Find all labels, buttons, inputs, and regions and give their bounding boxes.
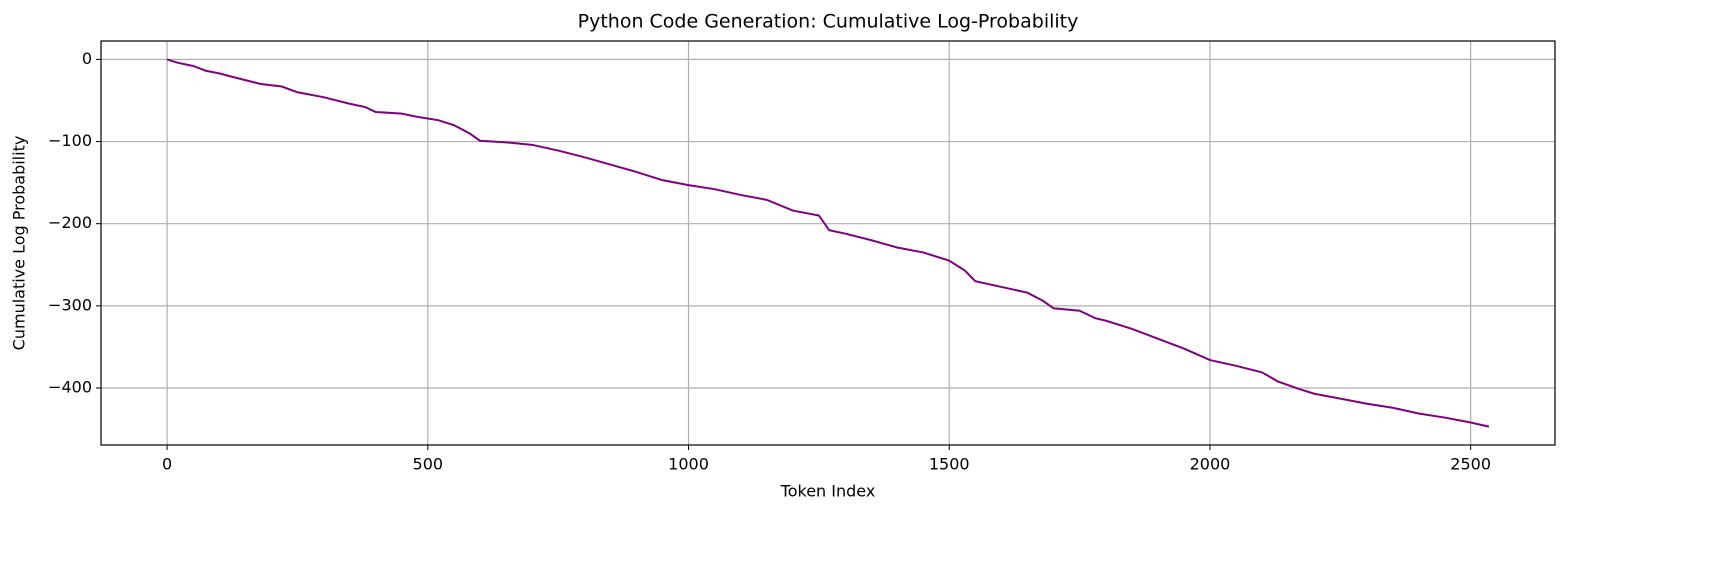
data-line <box>166 58 1490 428</box>
x-tick-label: 1500 <box>929 455 970 474</box>
x-tick-label: 2000 <box>1190 455 1231 474</box>
chart-title: Python Code Generation: Cumulative Log-P… <box>578 11 1079 33</box>
x-tick-label: 2500 <box>1450 455 1491 474</box>
x-tick-label: 0 <box>162 455 172 474</box>
plot-frame <box>100 40 1556 446</box>
y-tick-label: −400 <box>48 377 92 396</box>
x-tick-label: 500 <box>413 455 444 474</box>
y-tick-label: −200 <box>48 213 92 232</box>
y-tick-label: −100 <box>48 131 92 150</box>
y-axis-label: Cumulative Log Probability <box>10 136 29 351</box>
y-tick-label: −300 <box>48 295 92 314</box>
y-tick-label: 0 <box>82 49 92 68</box>
x-axis-label: Token Index <box>780 482 876 501</box>
x-tick-label: 1000 <box>668 455 709 474</box>
